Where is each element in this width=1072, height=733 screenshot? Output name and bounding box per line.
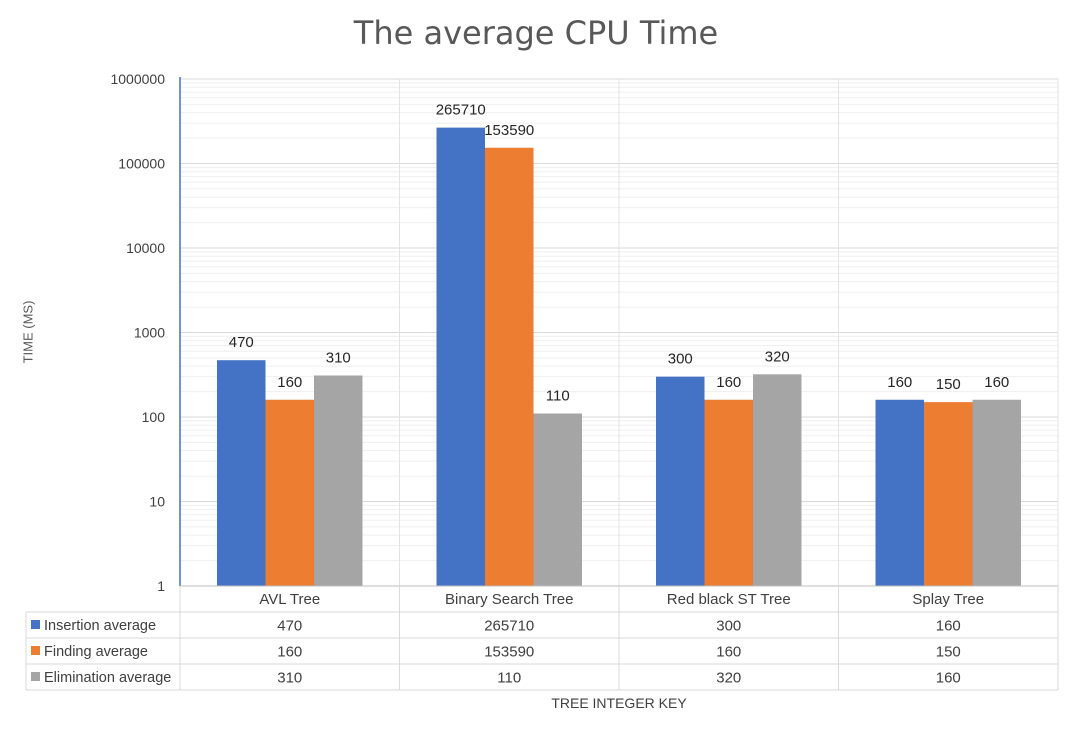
bar xyxy=(924,402,973,586)
legend-label: Finding average xyxy=(44,644,148,660)
data-label: 160 xyxy=(716,374,741,391)
x-tick-label: Splay Tree xyxy=(912,591,984,608)
data-label: 110 xyxy=(546,388,570,405)
y-tick-label: 1 xyxy=(157,578,165,594)
data-label: 150 xyxy=(936,376,961,393)
data-label: 470 xyxy=(229,334,254,351)
bar xyxy=(753,374,802,586)
bar xyxy=(314,375,363,586)
table-value: 470 xyxy=(277,618,302,635)
bar xyxy=(533,413,582,586)
x-tick-label: AVL Tree xyxy=(259,591,320,608)
data-label: 300 xyxy=(668,351,693,368)
table-value: 160 xyxy=(936,670,961,687)
chart-title: The average CPU Time xyxy=(353,14,719,52)
data-label: 153590 xyxy=(484,122,534,139)
table-value: 265710 xyxy=(484,618,534,635)
table-value: 160 xyxy=(936,618,961,635)
bar xyxy=(436,127,485,586)
table-value: 150 xyxy=(936,644,961,661)
data-label: 160 xyxy=(984,374,1009,391)
y-tick-label: 10 xyxy=(149,494,165,510)
bar xyxy=(265,399,314,586)
table-value: 300 xyxy=(716,618,741,635)
table-value: 320 xyxy=(716,670,741,687)
table-value: 310 xyxy=(277,670,302,687)
y-tick-label: 10000 xyxy=(126,240,165,256)
table-value: 110 xyxy=(497,670,521,687)
bar xyxy=(656,376,705,586)
table-value: 160 xyxy=(277,644,302,661)
bar xyxy=(875,399,924,586)
y-tick-label: 1000000 xyxy=(110,71,165,87)
data-label: 310 xyxy=(326,349,351,366)
data-label: 265710 xyxy=(436,102,486,119)
y-tick-label: 1000 xyxy=(134,325,165,341)
bar xyxy=(485,147,534,587)
bar xyxy=(972,399,1021,586)
data-label: 160 xyxy=(887,374,912,391)
bar xyxy=(217,360,266,586)
y-tick-label: 100 xyxy=(142,409,166,425)
table-value: 160 xyxy=(716,644,741,661)
x-tick-label: Red black ST Tree xyxy=(667,591,791,608)
data-label: 320 xyxy=(765,348,790,365)
legend-key xyxy=(31,646,40,655)
y-tick-label: 100000 xyxy=(118,156,165,172)
bar xyxy=(704,399,753,586)
legend-key xyxy=(31,620,40,629)
legend-label: Insertion average xyxy=(44,618,156,634)
legend-label: Elimination average xyxy=(44,670,171,686)
x-tick-label: Binary Search Tree xyxy=(445,591,573,608)
legend-key xyxy=(31,672,40,681)
x-axis-label: TREE INTEGER KEY xyxy=(551,695,687,711)
table-value: 153590 xyxy=(484,644,534,661)
data-label: 160 xyxy=(277,374,302,391)
